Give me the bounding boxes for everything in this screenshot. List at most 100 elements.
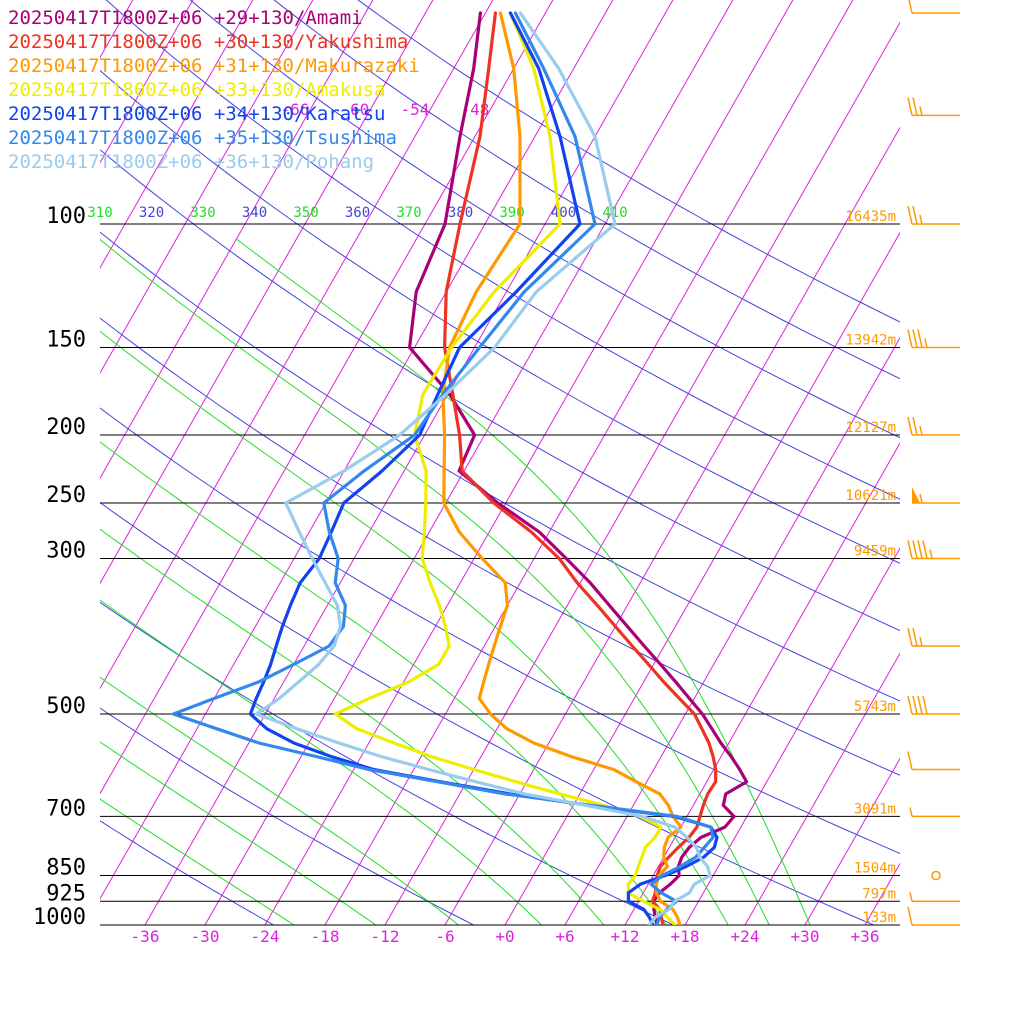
wind-barb-full: [907, 627, 913, 647]
wind-barb-half: [909, 807, 913, 817]
pressure-label: 925: [46, 881, 86, 906]
wind-barb-half: [919, 425, 923, 436]
temperature-tick-label: +36: [851, 927, 880, 946]
isotherm-top-label: -66: [281, 100, 310, 119]
wind-barb-full: [907, 97, 913, 116]
temperature-tick-label: +6: [555, 927, 574, 946]
temperature-tick-label: +0: [495, 927, 514, 946]
wind-barb: [931, 870, 941, 881]
wind-barb-full: [912, 329, 918, 348]
theta-tick-label: 330: [190, 205, 215, 221]
wind-barb-full: [907, 205, 913, 225]
wind-barb-full: [917, 329, 923, 348]
dry-adiabat-line: [105, 0, 900, 500]
sounding-line: [333, 11, 677, 925]
temperature-tick-label: -6: [435, 927, 454, 946]
wind-barb-full: [907, 751, 913, 770]
temperature-tick-label: -12: [371, 927, 400, 946]
wind-barb: [909, 807, 960, 818]
wind-barb-full: [922, 695, 928, 715]
isotherm-line: [100, 0, 254, 269]
wind-barb-full: [917, 540, 923, 559]
wind-barb: [907, 416, 960, 436]
isotherm-line: [564, 336, 900, 925]
moist-adiabat-line: [100, 741, 377, 925]
isotherm-top-label: -54: [401, 100, 430, 119]
height-label: 1504m: [854, 861, 896, 877]
pressure-label: 700: [46, 796, 86, 821]
axis-labels: 100 16435m 150 13942m 200 12127m 250 10621m 300 9…: [33, 100, 896, 946]
height-label: 5743m: [854, 699, 896, 715]
isotherm-line: [917, 0, 1024, 940]
sounding-line: [443, 11, 718, 925]
theta-tick-label: 320: [139, 205, 164, 221]
height-label: 3091m: [854, 801, 896, 817]
height-label: 9459m: [854, 543, 896, 559]
wind-barb-full: [912, 97, 918, 116]
isotherm-line: [100, 0, 614, 900]
legend-entry: 20250417T1800Z+06 +34+130/Karatsu: [8, 103, 386, 125]
wind-barb-half: [924, 338, 928, 348]
pressure-label: 500: [46, 694, 86, 719]
dry-adiabat-line: [100, 501, 875, 925]
temperature-tick-label: -36: [131, 927, 160, 946]
pressure-label: 250: [46, 483, 86, 508]
wind-barb-column: [907, 0, 960, 926]
isotherm-line: [264, 0, 794, 925]
temperature-tick-label: -24: [251, 927, 280, 946]
temperature-tick-label: +12: [611, 927, 640, 946]
wind-barb: [907, 97, 960, 117]
pressure-label: 200: [46, 415, 86, 440]
isotherm-line: [864, 862, 900, 925]
background-grid: [100, 0, 1024, 940]
moist-adiabat-line: [100, 238, 770, 925]
wind-barb-half: [929, 549, 933, 559]
height-label: 12127m: [845, 420, 896, 436]
wind-barb-full: [912, 540, 918, 559]
isotherm-line: [444, 126, 900, 925]
wind-barb-full: [917, 695, 923, 715]
wind-barb-full: [907, 540, 913, 559]
wind-barb-half: [919, 214, 923, 225]
wind-barb-calm: [931, 870, 941, 881]
temperature-tick-label: +24: [731, 927, 760, 946]
wind-barb-full: [912, 627, 918, 647]
isobar-lines: [100, 223, 900, 926]
theta-tick-label: 360: [345, 205, 370, 221]
theta-tick-label: 410: [602, 205, 627, 221]
dry-adiabat-line: [100, 317, 900, 776]
legend-entry: 20250417T1800Z+06 +29+130/Amami: [8, 7, 363, 29]
isotherm-line: [100, 0, 554, 795]
wind-barb: [907, 751, 960, 771]
moist-adiabat-line: [100, 441, 667, 925]
temperature-tick-label: -30: [191, 927, 220, 946]
sounding-line: [171, 11, 715, 925]
isotherm-line: [100, 0, 194, 164]
theta-tick-label: 390: [499, 205, 524, 221]
wind-barb: [907, 627, 960, 647]
isotherm-line: [744, 652, 900, 925]
sounding-line: [254, 11, 712, 925]
wind-barb: [907, 540, 960, 560]
moist-adiabat-line: [235, 238, 811, 925]
dry-adiabat-line: [100, 707, 475, 925]
legend-entry: 20250417T1800Z+06 +33+130/Amakusa: [8, 79, 386, 101]
theta-tick-label: 350: [293, 205, 318, 221]
theta-tick-label: 310: [87, 205, 112, 221]
dry-adiabat-line: [273, 0, 900, 380]
wind-barb-full: [907, 695, 913, 715]
height-label: 13942m: [845, 332, 896, 348]
wind-barb-full: [912, 695, 918, 715]
wind-barb: [907, 205, 960, 225]
pressure-label: 300: [46, 538, 86, 563]
theta-tick-label: 340: [242, 205, 267, 221]
wind-barb-half: [919, 636, 923, 647]
dry-adiabat-line: [100, 69, 900, 564]
moist-adiabat-line: [100, 676, 460, 925]
isotherm-line: [624, 442, 900, 925]
height-label: 16435m: [845, 209, 896, 225]
wind-barb-full: [912, 205, 918, 225]
wind-barb-half: [919, 106, 923, 116]
sounding-lines: [171, 11, 749, 925]
